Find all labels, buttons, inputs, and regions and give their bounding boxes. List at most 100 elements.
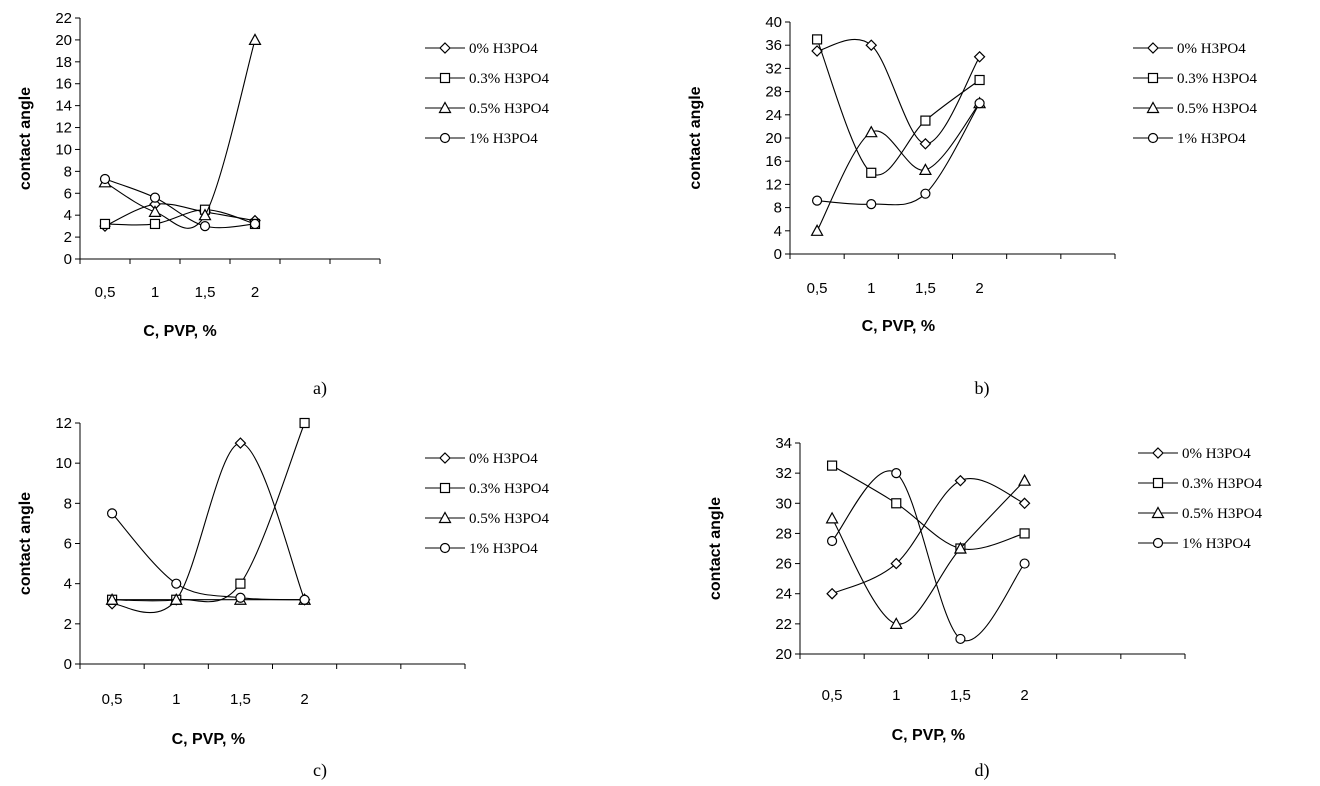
legend-marker — [1151, 506, 1165, 519]
legend-label: 0.3% H3PO4 — [1182, 476, 1263, 492]
chart-panel-d: 20 22 24 26 28 30 32 34 0,5 1 1,5 2 C, PVP, % contact… — [707, 435, 1263, 744]
x-axis-title: C, PVP, % — [143, 323, 217, 340]
y-tick-label: 28 — [775, 525, 792, 542]
legend-marker — [1147, 72, 1159, 84]
y-tick-label: 4 — [64, 207, 72, 224]
data-point — [866, 167, 877, 178]
data-point — [953, 541, 967, 554]
y-tick-label: 2 — [64, 616, 72, 633]
series-line — [831, 480, 1025, 625]
y-tick-label: 12 — [55, 415, 72, 432]
series-line — [104, 209, 256, 226]
series-line — [817, 102, 981, 206]
data-point — [235, 592, 246, 603]
x-tick-label: 1 — [892, 687, 900, 704]
series-line — [831, 465, 1025, 550]
data-point — [954, 474, 967, 487]
x-tick-label: 1,5 — [195, 284, 216, 301]
legend-marker — [1152, 537, 1164, 549]
legend-label: 0.5% H3PO4 — [1182, 506, 1263, 522]
y-tick-label: 18 — [55, 54, 72, 71]
data-point — [99, 218, 111, 230]
data-point — [955, 633, 966, 645]
x-tick-label: 1 — [867, 280, 875, 297]
data-point — [866, 199, 877, 210]
y-tick-label: 8 — [64, 495, 72, 512]
data-point — [249, 218, 261, 230]
data-point — [1019, 528, 1030, 539]
legend-marker — [1152, 447, 1164, 459]
legend-marker — [439, 542, 451, 554]
legend-marker — [439, 452, 451, 464]
data-point — [299, 594, 310, 605]
legend-label: 0.5% H3PO4 — [1177, 101, 1258, 117]
data-point — [920, 115, 931, 126]
legend-label: 0.3% H3PO4 — [1177, 71, 1258, 87]
panel-label-d: d) — [974, 760, 990, 780]
series-line — [831, 470, 1026, 642]
y-tick-label: 10 — [55, 141, 72, 158]
y-axis-title: contact angle — [17, 492, 34, 595]
data-point — [825, 511, 839, 524]
y-tick-label: 34 — [775, 435, 792, 452]
data-point — [973, 50, 986, 63]
y-tick-label: 20 — [55, 32, 72, 49]
legend-label: 0% H3PO4 — [469, 451, 538, 467]
series-line — [104, 203, 256, 227]
data-point — [169, 592, 183, 605]
x-tick-label: 1 — [172, 691, 180, 708]
chart-panel-b: 0 4 8 12 16 20 24 28 32 36 40 0,5 1 1,5 2 C, PVP, % cont… — [687, 14, 1258, 335]
data-point — [889, 617, 903, 629]
data-point — [974, 98, 985, 109]
y-axis-title: contact angle — [707, 497, 724, 600]
data-point — [248, 33, 262, 46]
data-point — [810, 224, 824, 236]
data-point — [1018, 497, 1031, 510]
y-tick-label: 0 — [64, 656, 72, 673]
y-tick-label: 40 — [765, 14, 782, 31]
y-tick-label: 14 — [55, 98, 72, 115]
x-tick-label: 1,5 — [915, 280, 936, 297]
series-line — [104, 39, 256, 229]
y-tick-label: 2 — [64, 229, 72, 246]
y-tick-label: 36 — [765, 37, 782, 54]
x-tick-label: 1,5 — [230, 691, 251, 708]
data-point — [149, 218, 161, 230]
series-line — [104, 178, 256, 229]
data-point — [199, 221, 211, 232]
legend-marker — [439, 72, 451, 84]
legend-label: 0% H3PO4 — [469, 41, 538, 57]
y-tick-label: 32 — [765, 60, 782, 77]
data-point — [99, 173, 111, 185]
x-tick-label: 2 — [300, 691, 308, 708]
series-line — [112, 442, 306, 614]
legend-marker — [439, 482, 451, 494]
y-tick-label: 24 — [775, 586, 792, 603]
x-tick-label: 2 — [975, 280, 983, 297]
legend-label: 0.3% H3PO4 — [469, 71, 550, 87]
series-line — [112, 422, 306, 603]
y-tick-label: 6 — [64, 536, 72, 553]
x-tick-label: 0,5 — [807, 280, 828, 297]
data-point — [105, 592, 119, 605]
data-point — [106, 508, 118, 519]
data-point — [826, 460, 838, 471]
data-point — [198, 208, 212, 221]
data-point — [891, 498, 902, 509]
y-tick-label: 0 — [774, 246, 782, 263]
legend-label: 1% H3PO4 — [1182, 536, 1251, 552]
y-tick-label: 20 — [775, 646, 792, 663]
data-point — [974, 74, 985, 86]
x-tick-label: 0,5 — [822, 687, 843, 704]
legend-marker — [439, 132, 451, 144]
legend-label: 0.5% H3PO4 — [469, 511, 550, 527]
y-tick-label: 22 — [55, 10, 72, 27]
x-tick-label: 0,5 — [102, 691, 123, 708]
legend-marker — [439, 42, 451, 54]
y-axis-title: contact angle — [17, 87, 34, 190]
data-point — [299, 417, 310, 429]
data-point — [864, 125, 878, 138]
legend-label: 0.5% H3PO4 — [469, 101, 550, 117]
chart-panel-a: 0 2 4 6 8 10 12 14 16 18 20 22 0,5 1 1,5 2 C, PVP, % cont… — [17, 10, 550, 340]
